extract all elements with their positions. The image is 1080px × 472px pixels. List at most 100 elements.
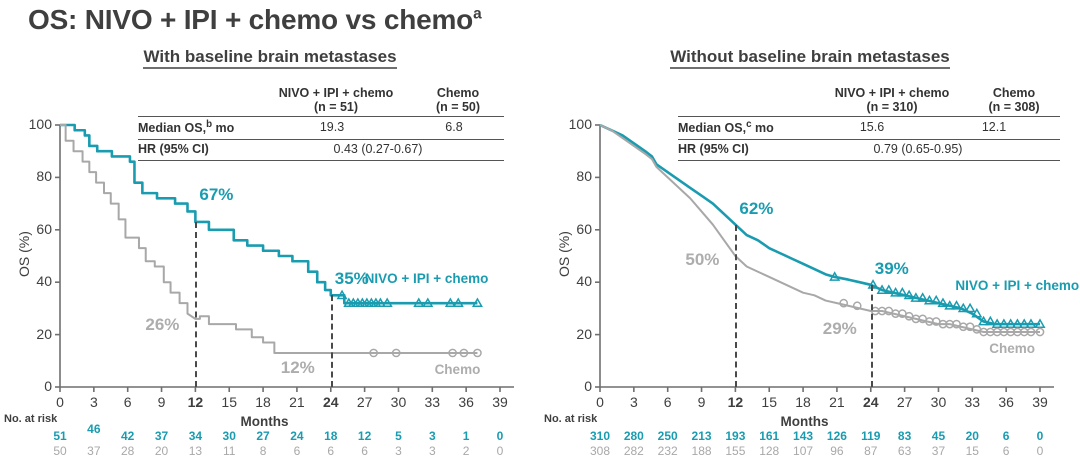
stats-row-median-os: Median OS,c mo 15.6 12.1 [678, 117, 1060, 137]
stats-rule-mid [138, 139, 504, 141]
censor-triangle-icon [883, 284, 895, 294]
panel-subtitle: Without baseline brain metastases [540, 47, 1080, 69]
page-title: OS: NIVO + IPI + chemo vs chemoa [28, 4, 482, 36]
risk-cell: 213 [691, 429, 712, 443]
censor-triangle-icon [444, 297, 456, 308]
x-axis-tick-label: 39 [492, 394, 508, 410]
risk-cell: 13 [188, 444, 203, 458]
y-axis-tick-label: 20 [36, 325, 52, 342]
stats-row-label-tail: mo [212, 121, 235, 136]
censor-triangle-icon [381, 297, 393, 308]
censor-triangle-icon [917, 292, 929, 302]
stats-col1-header: NIVO + IPI + chemo (n = 51) [260, 86, 412, 114]
landmark-dashed-line-month-24 [870, 284, 873, 387]
risk-cell: 63 [897, 444, 912, 458]
x-axis-tick-label: 24 [322, 394, 339, 410]
stats-row-label: Median OS,b mo [138, 119, 256, 135]
x-axis-tick-label: 3 [629, 394, 638, 410]
risk-cell: 107 [793, 444, 814, 458]
x-axis-tick-label: 27 [896, 394, 913, 410]
stats-col1-header-text: NIVO + IPI + chemo [278, 86, 394, 100]
landmark-annotation: 35% [334, 269, 369, 289]
x-axis-tick-label: 21 [829, 394, 845, 410]
page-title-text: OS: NIVO + IPI + chemo vs chemo [28, 4, 474, 35]
stats-hr-value: 0.43 (0.27-0.67) [333, 142, 423, 157]
km-curve-nivo-ipi-chemo [599, 123, 1046, 329]
risk-cell: 37 [931, 444, 946, 458]
stats-col2-n: (n = 50) [435, 100, 481, 114]
curve-label-nivo-ipi-chemo: NIVO + IPI + chemo [955, 278, 1080, 294]
km-curve-chemo [599, 124, 1045, 337]
stats-col1-n: (n = 310) [866, 100, 918, 114]
censor-triangle-icon [998, 318, 1010, 329]
landmark-annotation: 12% [280, 357, 315, 377]
stats-hr-label: HR (95% CI) [678, 142, 749, 157]
risk-cell: 161 [759, 429, 780, 443]
stats-col2-header: Chemo (n = 50) [412, 86, 504, 114]
censor-triangle-icon [930, 294, 942, 305]
stats-col2-n: (n = 308) [988, 100, 1040, 114]
censor-triangle-icon [978, 315, 990, 326]
stats-hr-label: HR (95% CI) [138, 142, 209, 157]
y-axis-tick-label: 20 [576, 325, 592, 342]
censor-triangle-icon [944, 300, 956, 310]
stats-row-value-1: 15.6 [859, 120, 885, 135]
y-axis-tick-label: 0 [584, 378, 592, 394]
risk-cell: 6 [327, 444, 335, 458]
x-axis-tick-label: 33 [424, 394, 441, 410]
risk-cell: 24 [290, 429, 304, 443]
risk-cell: 27 [256, 429, 270, 443]
stats-rule-bottom [138, 160, 504, 162]
x-axis-tick-label: 21 [289, 394, 305, 410]
stats-row-value-1: 19.3 [319, 120, 345, 135]
risk-cell: 232 [657, 444, 678, 458]
censor-triangle-icon [971, 307, 983, 318]
km-curves-svg [55, 123, 514, 392]
risk-cell: 50 [53, 444, 67, 458]
x-axis-tick-label: 39 [1032, 394, 1048, 410]
x-axis-tick-label: 33 [964, 394, 981, 410]
curve-label-nivo-ipi-chemo: NIVO + IPI + chemo [364, 270, 489, 286]
risk-cell: 280 [623, 429, 644, 443]
stats-col2-header-text: Chemo [992, 86, 1036, 100]
censor-circle-icon [369, 348, 378, 358]
censor-triangle-icon [923, 294, 935, 305]
x-axis-tick-label: 24 [862, 394, 879, 410]
x-axis-tick-label: 36 [458, 394, 474, 410]
censor-triangle-icon [422, 297, 434, 308]
stats-row-label: Median OS,c mo [678, 119, 796, 135]
censor-triangle-icon [876, 284, 888, 294]
censor-triangle-icon [984, 315, 996, 326]
stats-header-row: NIVO + IPI + chemo (n = 310) Chemo (n = … [678, 86, 1060, 114]
censor-triangle-icon [1025, 318, 1037, 329]
km-plot-with-brain-mets: OS (%) 0 20 40 60 80 100 0 3 6 9 12 15 18 21 24 27 30 33 36… [0, 42, 540, 472]
censor-circle-icon [459, 348, 469, 358]
x-axis-tick-label: 30 [390, 394, 407, 410]
y-axis-tick-label: 40 [576, 273, 592, 290]
risk-cell: 15 [965, 444, 979, 458]
panel-with-brain-mets: With baseline brain metastases NIVO + IP… [0, 42, 540, 472]
km-plot-without-brain-mets: OS (%) 0 20 40 60 80 100 0 3 6 9 12 15 18 21 24 27 30 33 36… [540, 42, 1080, 472]
censor-triangle-icon [1011, 318, 1023, 329]
risk-cell: 45 [931, 429, 946, 443]
risk-cell: 20 [154, 444, 169, 458]
risk-cell: 42 [121, 429, 135, 443]
y-axis-tick-label: 0 [44, 378, 52, 394]
stats-row-median-os: Median OS,b mo 19.3 6.8 [138, 117, 504, 137]
censor-circle-icon [852, 301, 862, 311]
stats-col1-n: (n = 51) [313, 100, 359, 114]
landmark-dashed-line-month-24 [330, 295, 333, 387]
landmark-annotation: 67% [199, 185, 234, 205]
landmark-annotation: 62% [739, 198, 774, 218]
y-axis-tick-label: 100 [28, 116, 52, 132]
risk-cell: 308 [589, 444, 611, 458]
risk-cell: 37 [154, 429, 169, 443]
x-axis-tick-label: 30 [930, 394, 947, 410]
risk-cell: 0 [496, 429, 504, 443]
risk-cell: 6 [361, 444, 368, 458]
risk-cell: 8 [259, 444, 267, 458]
stats-header-row: NIVO + IPI + chemo (n = 51) Chemo (n = 5… [138, 86, 504, 114]
page-title-superscript: a [473, 5, 482, 23]
risk-cell: 143 [793, 429, 814, 443]
